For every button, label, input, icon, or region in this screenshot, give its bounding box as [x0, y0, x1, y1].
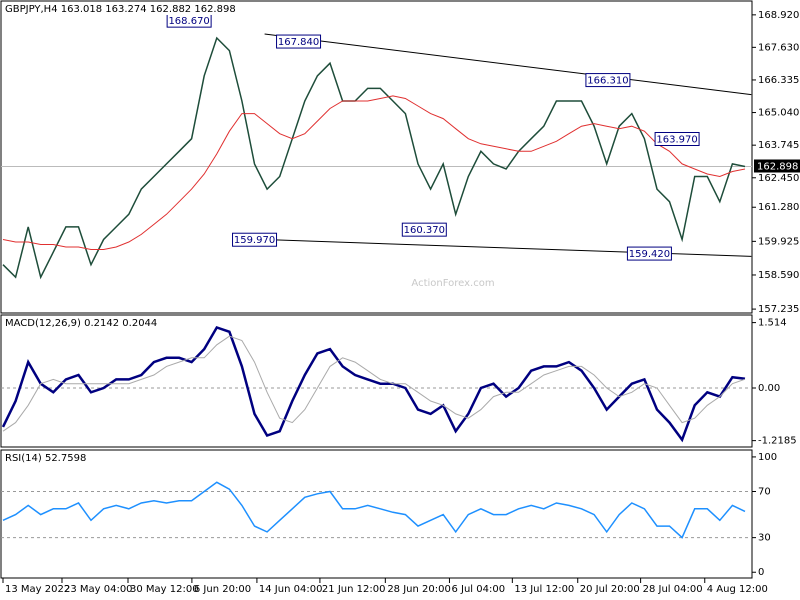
price-label: 160.370 — [404, 225, 445, 236]
series-line — [2, 481, 746, 539]
x-tick-label: 28 Jun 20:00 — [387, 584, 451, 595]
panel-title-bg — [2, 2, 259, 15]
y-tick-label: 161.280 — [758, 202, 799, 213]
y-tick-label: 167.630 — [758, 42, 799, 53]
panel-frame — [0, 314, 753, 448]
y-tick-label: 159.925 — [758, 236, 799, 247]
price-label: 159.420 — [629, 249, 670, 260]
y-tick-label: 157.235 — [758, 304, 799, 315]
price-label: 166.310 — [587, 76, 628, 87]
panel-title: MACD(12,26,9) 0.2142 0.2044 — [5, 318, 157, 329]
price-label-box — [276, 34, 322, 49]
series-line — [2, 335, 746, 432]
y-tick-label: 168.920 — [758, 10, 799, 21]
price-label: 168.670 — [168, 16, 209, 27]
y-tick-label: 166.335 — [758, 75, 799, 86]
price-label: 167.840 — [278, 37, 319, 48]
y-tick-label: 165.040 — [758, 108, 799, 119]
panel-title: GBPJPY,H4 163.018 163.274 162.882 162.89… — [5, 4, 236, 15]
panel-title-bg — [2, 316, 173, 329]
x-tick-label: 13 Jul 12:00 — [514, 584, 574, 595]
x-tick-label: 20 Jul 20:00 — [580, 584, 640, 595]
x-tick-label: 30 May 12:00 — [130, 584, 199, 595]
y-tick-label: 162.450 — [758, 173, 799, 184]
x-tick-label: 6 Jul 04:00 — [451, 584, 505, 595]
panel-frame — [0, 0, 753, 314]
y-tick-label: 100 — [758, 452, 777, 463]
price-label-box — [626, 246, 672, 261]
price-label: 163.970 — [656, 134, 697, 145]
y-tick-label: 30 — [758, 533, 771, 544]
panel-frame — [0, 449, 753, 579]
price-label: 159.970 — [234, 235, 275, 246]
x-tick-label: 28 Jul 04:00 — [643, 584, 703, 595]
x-tick-label: 23 May 04:00 — [64, 584, 133, 595]
y-tick-label: 1.514 — [758, 318, 787, 329]
y-tick-label: -1.2185 — [758, 436, 797, 447]
x-tick-label: 13 May 2022 — [5, 584, 70, 595]
panel-title: RSI(14) 52.7598 — [5, 453, 86, 464]
price-label-box — [585, 73, 631, 88]
x-tick-label: 14 Jun 04:00 — [259, 584, 323, 595]
x-tick-label: 6 Jun 20:00 — [194, 584, 251, 595]
series-line — [2, 95, 746, 250]
y-tick-label: 0 — [758, 567, 764, 578]
series-line — [1, 325, 746, 443]
y-tick-label: 163.745 — [758, 140, 799, 151]
last-price-box — [754, 159, 800, 173]
series-line — [2, 36, 746, 280]
price-label-box — [401, 222, 447, 237]
trendline — [264, 33, 752, 96]
last-price-label: 162.898 — [757, 161, 798, 172]
y-tick-label: 158.590 — [758, 270, 799, 281]
watermark: ActionForex.com — [411, 278, 494, 289]
panel-title-bg — [2, 451, 100, 464]
x-tick-label: 21 Jun 12:00 — [322, 584, 386, 595]
y-tick-label: 70 — [758, 487, 771, 498]
price-label-box — [232, 232, 278, 247]
price-label-box — [654, 131, 700, 146]
y-tick-label: 0.00 — [758, 383, 780, 394]
x-tick-label: 4 Aug 12:00 — [707, 584, 768, 595]
